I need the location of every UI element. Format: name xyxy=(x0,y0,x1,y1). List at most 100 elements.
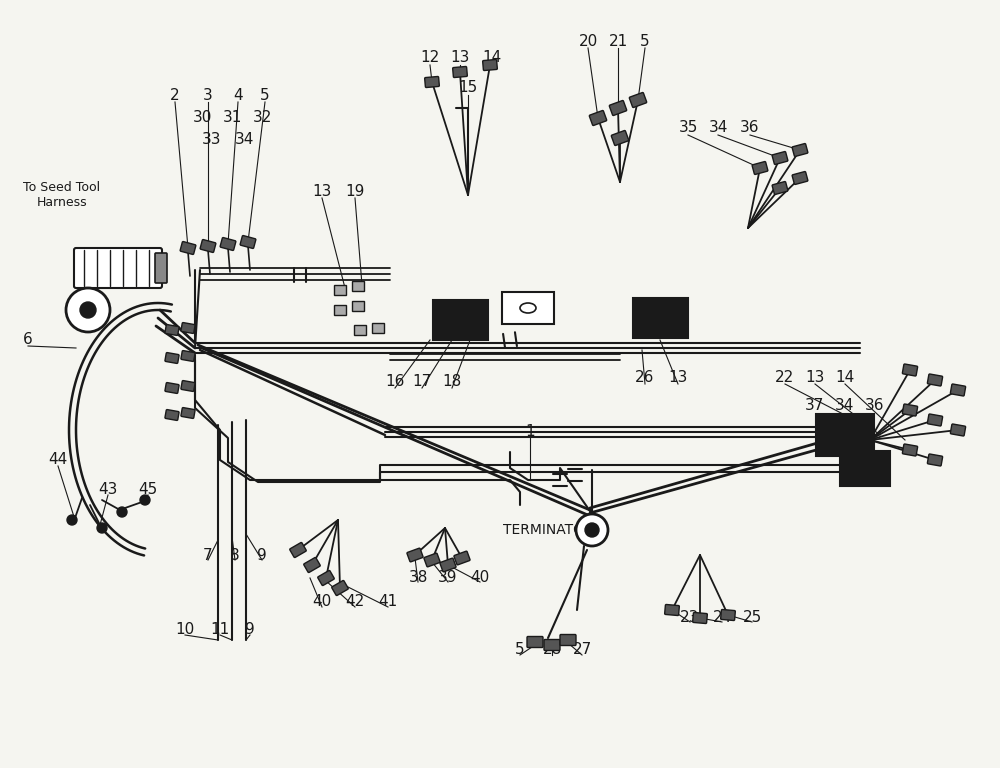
FancyBboxPatch shape xyxy=(927,454,943,466)
Text: To Seed Tool
Harness: To Seed Tool Harness xyxy=(23,181,101,209)
FancyBboxPatch shape xyxy=(902,444,918,456)
Text: 37: 37 xyxy=(805,398,825,412)
Text: 12: 12 xyxy=(420,51,440,65)
Text: 30: 30 xyxy=(192,111,212,125)
FancyBboxPatch shape xyxy=(611,131,629,145)
Text: 11: 11 xyxy=(210,623,230,637)
FancyBboxPatch shape xyxy=(772,181,788,194)
Text: 36: 36 xyxy=(740,121,760,135)
Text: 1: 1 xyxy=(525,425,535,439)
FancyBboxPatch shape xyxy=(902,364,918,376)
Text: 32: 32 xyxy=(252,111,272,125)
FancyBboxPatch shape xyxy=(453,67,467,78)
FancyBboxPatch shape xyxy=(425,77,439,88)
Circle shape xyxy=(67,515,77,525)
Text: 14: 14 xyxy=(482,51,502,65)
Text: 13: 13 xyxy=(450,51,470,65)
FancyBboxPatch shape xyxy=(721,610,735,621)
Text: 23: 23 xyxy=(680,611,700,625)
Text: 33: 33 xyxy=(202,133,222,147)
FancyBboxPatch shape xyxy=(318,571,334,585)
FancyBboxPatch shape xyxy=(240,236,256,248)
Text: 24: 24 xyxy=(712,611,732,625)
Text: 17: 17 xyxy=(412,375,432,389)
Text: 39: 39 xyxy=(438,571,458,585)
FancyBboxPatch shape xyxy=(454,551,470,564)
Text: 25: 25 xyxy=(742,611,762,625)
Circle shape xyxy=(66,288,110,332)
FancyBboxPatch shape xyxy=(181,350,195,362)
Text: 9: 9 xyxy=(245,623,255,637)
Bar xyxy=(334,285,346,295)
FancyBboxPatch shape xyxy=(407,548,423,562)
Bar xyxy=(816,414,874,456)
Circle shape xyxy=(140,495,150,505)
Bar xyxy=(432,300,488,340)
Bar xyxy=(334,305,346,315)
FancyBboxPatch shape xyxy=(752,161,768,174)
Text: 4: 4 xyxy=(233,88,243,102)
Bar xyxy=(352,281,364,291)
FancyBboxPatch shape xyxy=(155,253,167,283)
Circle shape xyxy=(576,514,608,546)
Text: 41: 41 xyxy=(378,594,398,610)
Text: 16: 16 xyxy=(385,375,405,389)
FancyBboxPatch shape xyxy=(424,553,440,567)
FancyBboxPatch shape xyxy=(181,408,195,419)
FancyBboxPatch shape xyxy=(165,382,179,393)
Text: 15: 15 xyxy=(458,81,478,95)
FancyBboxPatch shape xyxy=(290,542,306,558)
FancyBboxPatch shape xyxy=(902,404,918,416)
FancyBboxPatch shape xyxy=(693,613,707,624)
FancyBboxPatch shape xyxy=(927,414,943,426)
Text: 44: 44 xyxy=(48,452,68,468)
FancyBboxPatch shape xyxy=(772,151,788,164)
Bar xyxy=(372,323,384,333)
Text: 35: 35 xyxy=(678,121,698,135)
Text: 7: 7 xyxy=(203,548,213,562)
Text: 28: 28 xyxy=(542,643,562,657)
Text: 18: 18 xyxy=(442,375,462,389)
FancyBboxPatch shape xyxy=(74,248,162,288)
FancyBboxPatch shape xyxy=(609,101,627,115)
Text: 40: 40 xyxy=(470,571,490,585)
FancyBboxPatch shape xyxy=(544,640,560,650)
FancyBboxPatch shape xyxy=(165,409,179,420)
Bar xyxy=(840,451,890,485)
FancyBboxPatch shape xyxy=(927,374,943,386)
Text: 13: 13 xyxy=(805,370,825,386)
Bar xyxy=(633,298,688,338)
Text: 8: 8 xyxy=(230,548,240,562)
FancyBboxPatch shape xyxy=(665,604,679,615)
Text: 38: 38 xyxy=(408,571,428,585)
FancyBboxPatch shape xyxy=(200,240,216,253)
Text: 5: 5 xyxy=(260,88,270,102)
FancyBboxPatch shape xyxy=(180,242,196,254)
Text: 14: 14 xyxy=(835,370,855,386)
FancyBboxPatch shape xyxy=(950,384,966,396)
Ellipse shape xyxy=(520,303,536,313)
FancyBboxPatch shape xyxy=(792,144,808,157)
FancyBboxPatch shape xyxy=(181,381,195,392)
FancyBboxPatch shape xyxy=(165,353,179,363)
Text: 6: 6 xyxy=(23,333,33,347)
FancyBboxPatch shape xyxy=(527,637,543,647)
FancyBboxPatch shape xyxy=(304,558,320,572)
Text: 40: 40 xyxy=(312,594,332,610)
FancyBboxPatch shape xyxy=(440,558,456,572)
Text: TERMINATOR: TERMINATOR xyxy=(503,523,593,537)
Text: 26: 26 xyxy=(635,370,655,386)
Text: 31: 31 xyxy=(222,111,242,125)
Text: 21: 21 xyxy=(608,35,628,49)
Text: 43: 43 xyxy=(98,482,118,498)
Bar xyxy=(354,325,366,335)
Text: 5: 5 xyxy=(640,35,650,49)
FancyBboxPatch shape xyxy=(220,237,236,250)
Text: 3: 3 xyxy=(203,88,213,102)
Text: 36: 36 xyxy=(865,398,885,412)
FancyBboxPatch shape xyxy=(483,59,497,71)
FancyBboxPatch shape xyxy=(589,111,607,125)
Text: 13: 13 xyxy=(312,184,332,200)
Text: 20: 20 xyxy=(578,35,598,49)
Circle shape xyxy=(97,523,107,533)
